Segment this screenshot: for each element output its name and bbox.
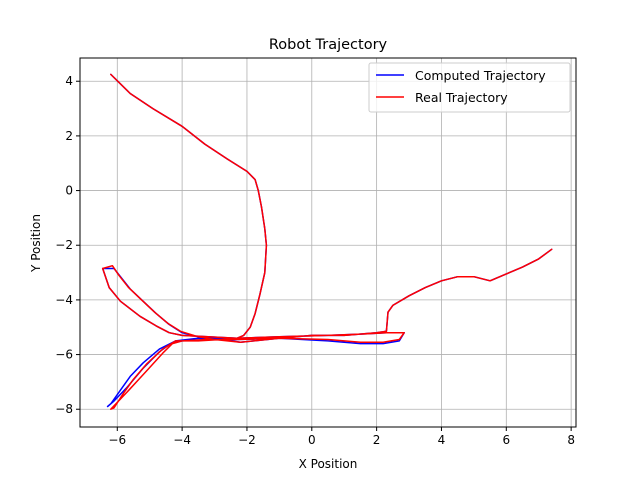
y-tick-label: −2 xyxy=(55,238,73,252)
y-tick-label: 0 xyxy=(65,184,73,198)
series-lines xyxy=(101,73,553,410)
grid-lines xyxy=(80,58,576,427)
y-tick-label: −4 xyxy=(55,293,73,307)
x-axis-label: X Position xyxy=(299,457,358,471)
x-tick-label: 2 xyxy=(373,433,381,447)
chart-title: Robot Trajectory xyxy=(269,37,388,53)
x-tick-label: −4 xyxy=(173,433,191,447)
plot-frame xyxy=(79,57,577,428)
series-line-real xyxy=(101,73,553,410)
y-tick-label: 2 xyxy=(65,129,73,143)
y-tick-label: −8 xyxy=(55,402,73,416)
axis-ticks: −6 −4 −2 0 2 4 6 8 −8 −6 −4 −2 0 2 4 xyxy=(55,74,575,447)
legend-box xyxy=(368,62,571,113)
y-axis-label: Y Position xyxy=(29,214,43,273)
x-tick-label: 6 xyxy=(502,433,510,447)
y-tick-label: −6 xyxy=(55,348,73,362)
x-tick-label: 0 xyxy=(308,433,316,447)
x-tick-label: 8 xyxy=(567,433,575,447)
legend-label-real: Real Trajectory xyxy=(415,90,508,105)
x-tick-label: 4 xyxy=(438,433,446,447)
x-tick-label: −6 xyxy=(108,433,126,447)
x-tick-label: −2 xyxy=(238,433,256,447)
legend-label-computed: Computed Trajectory xyxy=(415,68,546,83)
y-tick-label: 4 xyxy=(65,74,73,88)
legend: Computed Trajectory Real Trajectory xyxy=(368,62,571,113)
